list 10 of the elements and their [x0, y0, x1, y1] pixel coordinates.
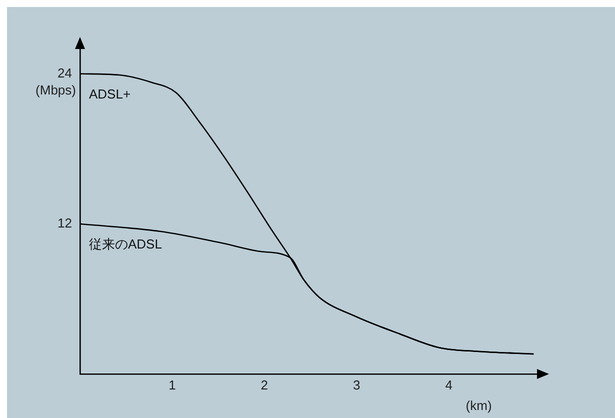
- y-tick-label: 24: [58, 65, 72, 80]
- x-axis-title: (km): [466, 398, 492, 414]
- x-tick-label: 2: [260, 377, 268, 392]
- y-tick-label: 12: [58, 215, 72, 230]
- series-label: ADSL+: [89, 86, 131, 102]
- series-label: 従来のADSL: [89, 236, 162, 252]
- x-tick-label: 1: [168, 377, 176, 392]
- x-tick-label: 4: [445, 377, 452, 392]
- x-tick-label: 3: [352, 377, 360, 392]
- y-axis-title: (Mbps): [36, 82, 76, 98]
